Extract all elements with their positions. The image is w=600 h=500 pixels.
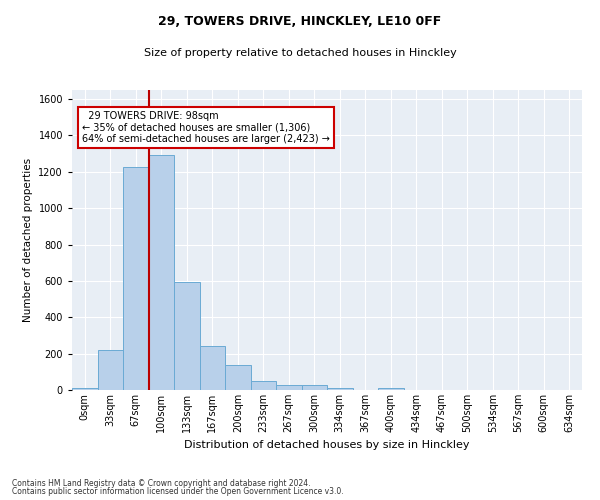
Text: 29, TOWERS DRIVE, HINCKLEY, LE10 0FF: 29, TOWERS DRIVE, HINCKLEY, LE10 0FF [158, 15, 442, 28]
Y-axis label: Number of detached properties: Number of detached properties [23, 158, 33, 322]
Bar [149, 154, 174, 390]
Bar [302, 386, 327, 390]
Text: Size of property relative to detached houses in Hinckley: Size of property relative to detached ho… [143, 48, 457, 58]
Bar [97, 350, 123, 390]
Bar [378, 388, 404, 390]
Bar [251, 381, 276, 390]
Bar [276, 384, 302, 390]
Bar [327, 388, 353, 390]
Text: Contains HM Land Registry data © Crown copyright and database right 2024.: Contains HM Land Registry data © Crown c… [12, 478, 311, 488]
Bar [123, 168, 149, 390]
X-axis label: Distribution of detached houses by size in Hinckley: Distribution of detached houses by size … [184, 440, 470, 450]
Bar [72, 388, 97, 390]
Text: Contains public sector information licensed under the Open Government Licence v3: Contains public sector information licen… [12, 487, 344, 496]
Bar [199, 346, 225, 390]
Bar [174, 282, 199, 390]
Bar [225, 366, 251, 390]
Text: 29 TOWERS DRIVE: 98sqm  
← 35% of detached houses are smaller (1,306)
64% of sem: 29 TOWERS DRIVE: 98sqm ← 35% of detached… [82, 111, 330, 144]
